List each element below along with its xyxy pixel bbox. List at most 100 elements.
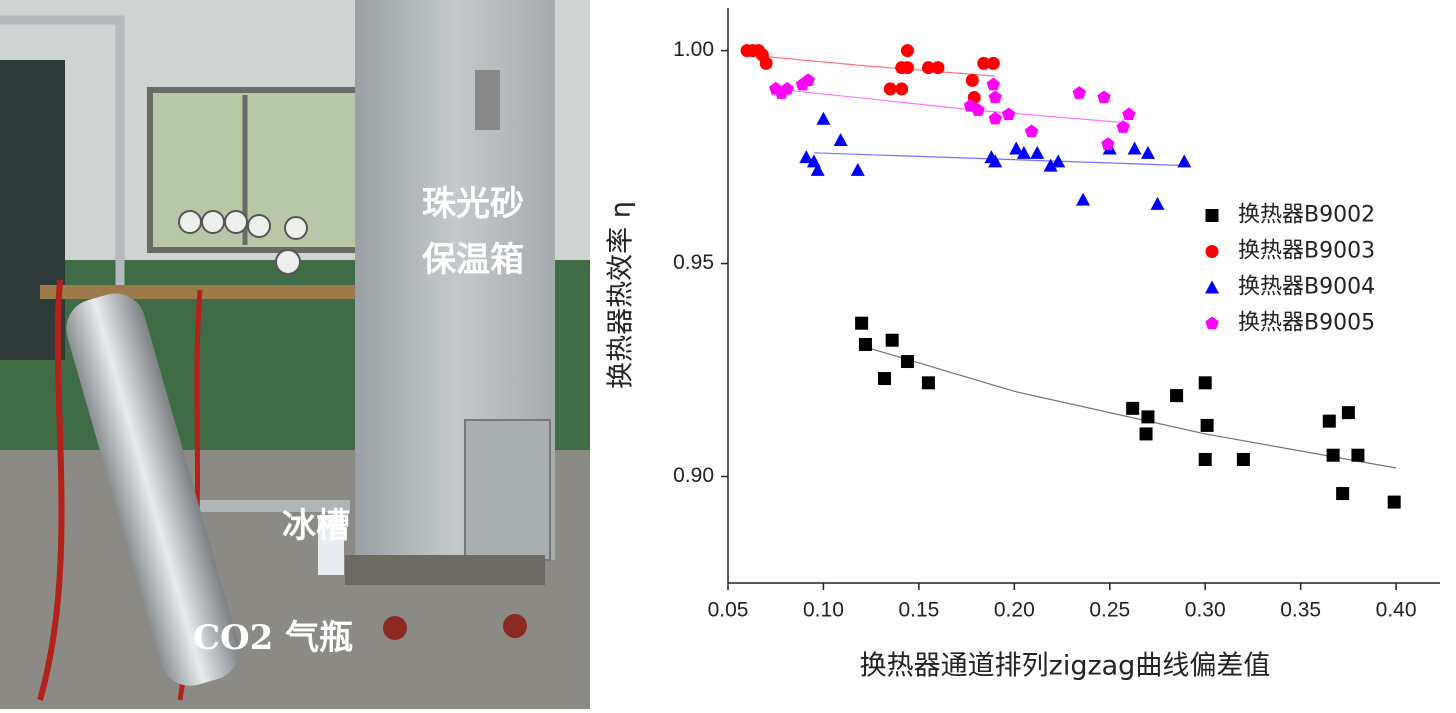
- y-tick-label: 0.90: [673, 464, 714, 487]
- marker: [1336, 487, 1350, 501]
- marker: [931, 61, 945, 75]
- photo-label: CO2 气瓶: [193, 618, 353, 658]
- marker: [977, 56, 991, 70]
- marker: [1326, 448, 1340, 462]
- marker: [1150, 196, 1165, 210]
- marker: [900, 355, 914, 369]
- x-tick-label: 0.20: [994, 599, 1035, 622]
- marker: [1126, 401, 1140, 415]
- x-tick-label: 0.15: [898, 599, 939, 622]
- gauges: [178, 210, 308, 275]
- y-tick-label: 1.00: [673, 38, 714, 61]
- marker: [986, 56, 1000, 70]
- marker: [1072, 86, 1086, 99]
- x-tick-label: 0.40: [1376, 599, 1417, 622]
- marker: [858, 337, 872, 351]
- photo-label: 珠光砂: [422, 184, 524, 224]
- marker: [878, 372, 892, 386]
- tank: [0, 60, 65, 360]
- ice-tank: [318, 515, 344, 575]
- x-tick-label: 0.35: [1280, 599, 1321, 622]
- fit-line: [747, 54, 996, 77]
- marker: [1016, 145, 1031, 159]
- marker: [986, 77, 1000, 91]
- legend-label: 换热器B9005: [1238, 311, 1375, 336]
- hose: [37, 279, 65, 701]
- photo: 珠光砂 保温箱 冰槽 CO2 气瓶: [0, 0, 590, 709]
- legend-marker: [1205, 209, 1219, 222]
- marker: [1127, 141, 1142, 155]
- marker: [988, 111, 1002, 125]
- marker: [1236, 452, 1250, 466]
- fit-line: [870, 348, 1397, 469]
- marker: [900, 44, 914, 58]
- marker: [1043, 158, 1058, 172]
- marker: [1341, 406, 1355, 420]
- wheel: [383, 616, 407, 640]
- gas-cylinder: [66, 293, 240, 686]
- marker: [1101, 137, 1115, 150]
- x-tick-label: 0.30: [1185, 599, 1226, 622]
- legend-label: 换热器B9003: [1238, 239, 1375, 264]
- marker: [801, 73, 815, 87]
- marker: [810, 162, 825, 176]
- marker: [1387, 495, 1401, 509]
- marker: [850, 162, 865, 176]
- legend-label: 换热器B9002: [1238, 203, 1375, 228]
- pipe: [0, 15, 125, 300]
- fit-line: [813, 152, 1187, 167]
- photo-label: 保温箱: [422, 240, 524, 280]
- marker: [921, 61, 935, 75]
- marker: [988, 90, 1002, 104]
- marker: [1139, 427, 1153, 441]
- marker: [1009, 141, 1024, 155]
- marker: [1122, 107, 1136, 121]
- marker: [1322, 414, 1336, 428]
- marker: [855, 316, 869, 330]
- marker: [900, 61, 914, 75]
- legend-marker: [1205, 280, 1219, 294]
- photo-label: 冰槽: [282, 506, 350, 546]
- marker: [971, 103, 985, 116]
- marker: [1200, 418, 1214, 432]
- marker: [1198, 452, 1212, 466]
- marker: [1170, 389, 1184, 403]
- y-axis-label: 换热器热效率 η: [606, 201, 637, 389]
- box-door: [464, 419, 551, 561]
- marker: [1141, 410, 1155, 424]
- marker: [1076, 192, 1091, 206]
- marker: [965, 73, 979, 87]
- marker: [1351, 448, 1365, 462]
- marker: [1177, 154, 1192, 168]
- marker: [988, 154, 1003, 168]
- marker: [1001, 107, 1016, 121]
- marker: [883, 82, 897, 96]
- x-tick-label: 0.10: [803, 599, 844, 622]
- marker: [1097, 90, 1111, 104]
- marker: [759, 56, 773, 70]
- y-tick-label: 0.95: [673, 251, 714, 274]
- x-tick-label: 0.25: [1089, 599, 1130, 622]
- cart: [345, 555, 545, 585]
- marker: [833, 133, 848, 147]
- marker: [1024, 124, 1039, 138]
- marker: [1140, 145, 1155, 159]
- legend-label: 换热器B9004: [1238, 275, 1375, 300]
- marker: [885, 333, 899, 347]
- marker: [799, 150, 814, 164]
- x-tick-label: 0.05: [708, 599, 749, 622]
- pipe: [190, 500, 350, 512]
- marker: [1030, 145, 1045, 159]
- x-axis-label: 换热器通道排列zigzag曲线偏差值: [860, 651, 1271, 682]
- legend-marker: [1205, 316, 1219, 330]
- marker: [1051, 154, 1066, 168]
- switch: [475, 70, 500, 130]
- marker: [921, 376, 935, 390]
- marker: [780, 81, 794, 95]
- marker: [895, 82, 909, 96]
- marker: [816, 111, 831, 125]
- legend-marker: [1205, 245, 1219, 258]
- marker: [1116, 120, 1130, 133]
